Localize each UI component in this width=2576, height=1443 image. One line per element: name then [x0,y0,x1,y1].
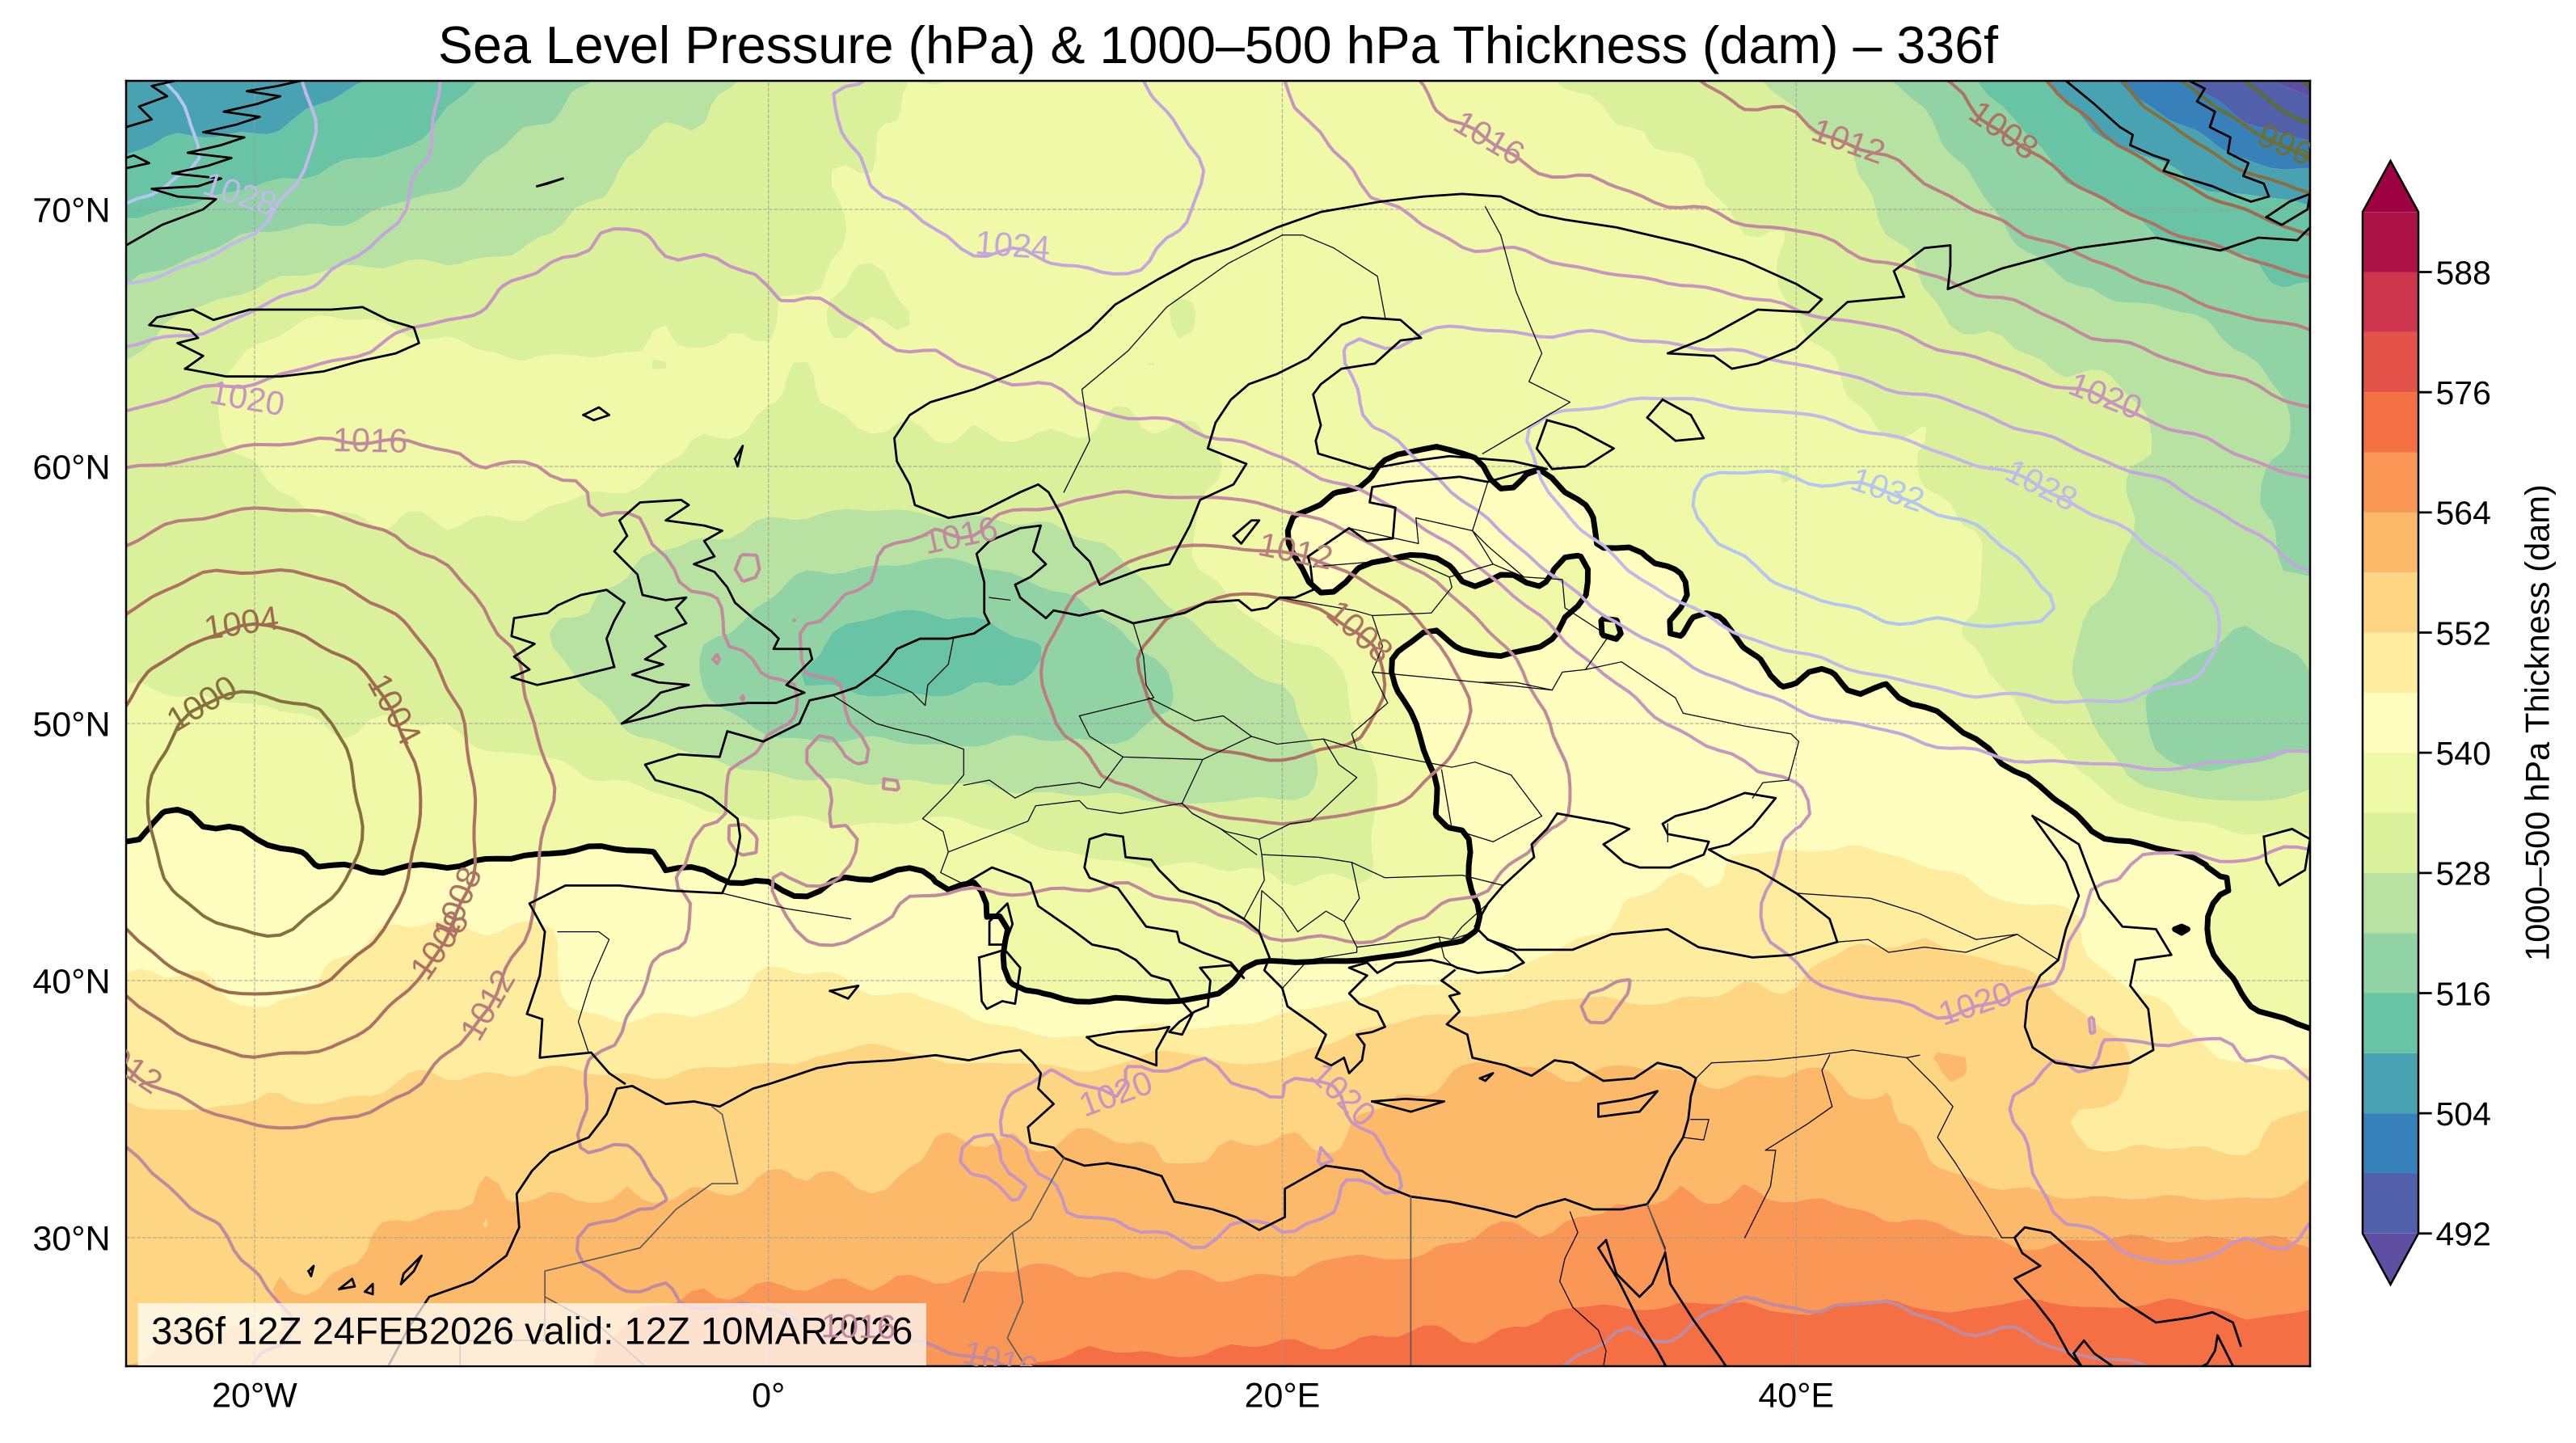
svg-text:1016: 1016 [820,1306,896,1346]
svg-text:40°E: 40°E [1758,1377,1834,1416]
svg-text:336f 12Z 24FEB2026 valid: 12Z: 336f 12Z 24FEB2026 valid: 12Z 10MAR2026 [151,1310,913,1353]
svg-text:Sea Level Pressure (hPa) & 100: Sea Level Pressure (hPa) & 1000–500 hPa … [438,16,1999,74]
svg-text:552: 552 [2436,614,2491,652]
svg-text:516: 516 [2436,975,2491,1012]
svg-text:60°N: 60°N [32,449,110,487]
svg-text:50°N: 50°N [32,706,110,745]
svg-text:20°E: 20°E [1245,1377,1321,1416]
svg-text:564: 564 [2436,495,2491,532]
svg-text:576: 576 [2436,374,2491,411]
svg-text:30°N: 30°N [32,1220,110,1259]
svg-text:528: 528 [2436,855,2491,892]
svg-text:70°N: 70°N [32,192,110,230]
svg-text:588: 588 [2436,254,2491,291]
svg-text:20°W: 20°W [212,1377,297,1416]
svg-text:540: 540 [2436,735,2491,772]
svg-text:0°: 0° [752,1377,785,1416]
svg-text:504: 504 [2436,1095,2491,1133]
svg-text:1016: 1016 [332,420,408,460]
svg-text:1024: 1024 [974,223,1052,267]
svg-text:492: 492 [2436,1216,2491,1253]
svg-text:1000–500 hPa Thickness (dam): 1000–500 hPa Thickness (dam) [2519,484,2557,961]
svg-text:40°N: 40°N [32,963,110,1002]
